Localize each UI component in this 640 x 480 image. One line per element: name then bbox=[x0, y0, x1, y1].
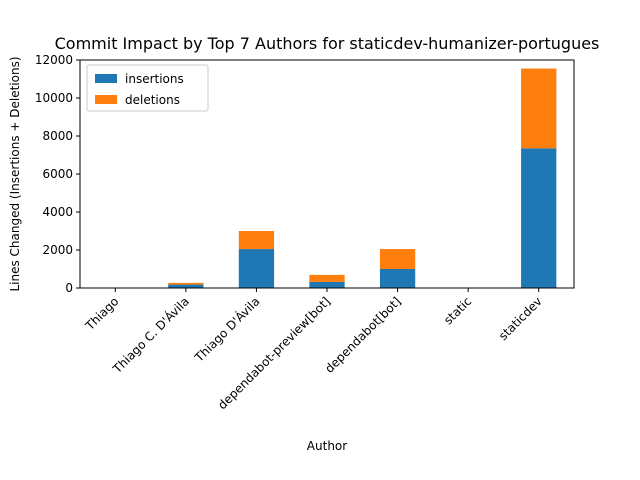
y-tick-label: 0 bbox=[65, 281, 73, 295]
bar-deletions-1 bbox=[168, 282, 204, 285]
x-tick-label: static bbox=[441, 294, 474, 327]
bar-insertions-2 bbox=[238, 249, 275, 288]
bars-group bbox=[97, 68, 557, 288]
bar-deletions-2 bbox=[238, 231, 275, 250]
legend-frame bbox=[86, 64, 209, 112]
bar-insertions-3 bbox=[309, 281, 345, 288]
y-tick-label: 4000 bbox=[42, 205, 73, 219]
y-tick-label: 2000 bbox=[42, 243, 73, 257]
bar-deletions-3 bbox=[309, 274, 345, 282]
chart-title: Commit Impact by Top 7 Authors for stati… bbox=[55, 34, 600, 53]
legend: insertions deletions bbox=[86, 64, 209, 112]
plot-area-frame bbox=[79, 59, 575, 289]
y-axis-ticks: 0 2000 4000 6000 8000 10000 12000 bbox=[35, 53, 80, 295]
bar-insertions-1 bbox=[168, 284, 204, 288]
x-axis-label: Author bbox=[307, 439, 347, 453]
x-tick-label: dependabot-preview[bot] bbox=[215, 294, 333, 412]
bar-deletions-4 bbox=[379, 249, 416, 269]
x-tick-label: Thiago D'Ávila bbox=[191, 294, 263, 366]
legend-swatch-deletions bbox=[95, 95, 117, 104]
bar-insertions-4 bbox=[379, 269, 416, 288]
y-tick-label: 12000 bbox=[35, 53, 73, 67]
x-tick-label: Thiago C. D'Ávila bbox=[109, 294, 192, 377]
x-tick-label: staticdev bbox=[496, 294, 545, 343]
bar-deletions-6 bbox=[521, 68, 557, 149]
legend-swatch-insertions bbox=[95, 74, 117, 83]
x-tick-label: Thiago bbox=[82, 294, 121, 333]
legend-label-insertions: insertions bbox=[125, 72, 184, 86]
y-tick-label: 8000 bbox=[42, 129, 73, 143]
x-tick-label: dependabot[bot] bbox=[322, 294, 404, 376]
y-tick-label: 6000 bbox=[42, 167, 73, 181]
y-axis-label: Lines Changed (Insertions + Deletions) bbox=[8, 56, 22, 291]
y-tick-label: 10000 bbox=[35, 91, 73, 105]
bar-insertions-6 bbox=[521, 148, 557, 288]
legend-label-deletions: deletions bbox=[125, 93, 180, 107]
